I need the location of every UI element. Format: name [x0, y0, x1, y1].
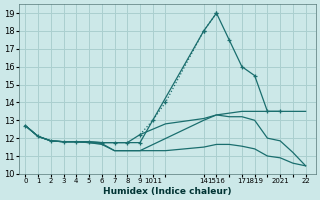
- X-axis label: Humidex (Indice chaleur): Humidex (Indice chaleur): [103, 187, 232, 196]
